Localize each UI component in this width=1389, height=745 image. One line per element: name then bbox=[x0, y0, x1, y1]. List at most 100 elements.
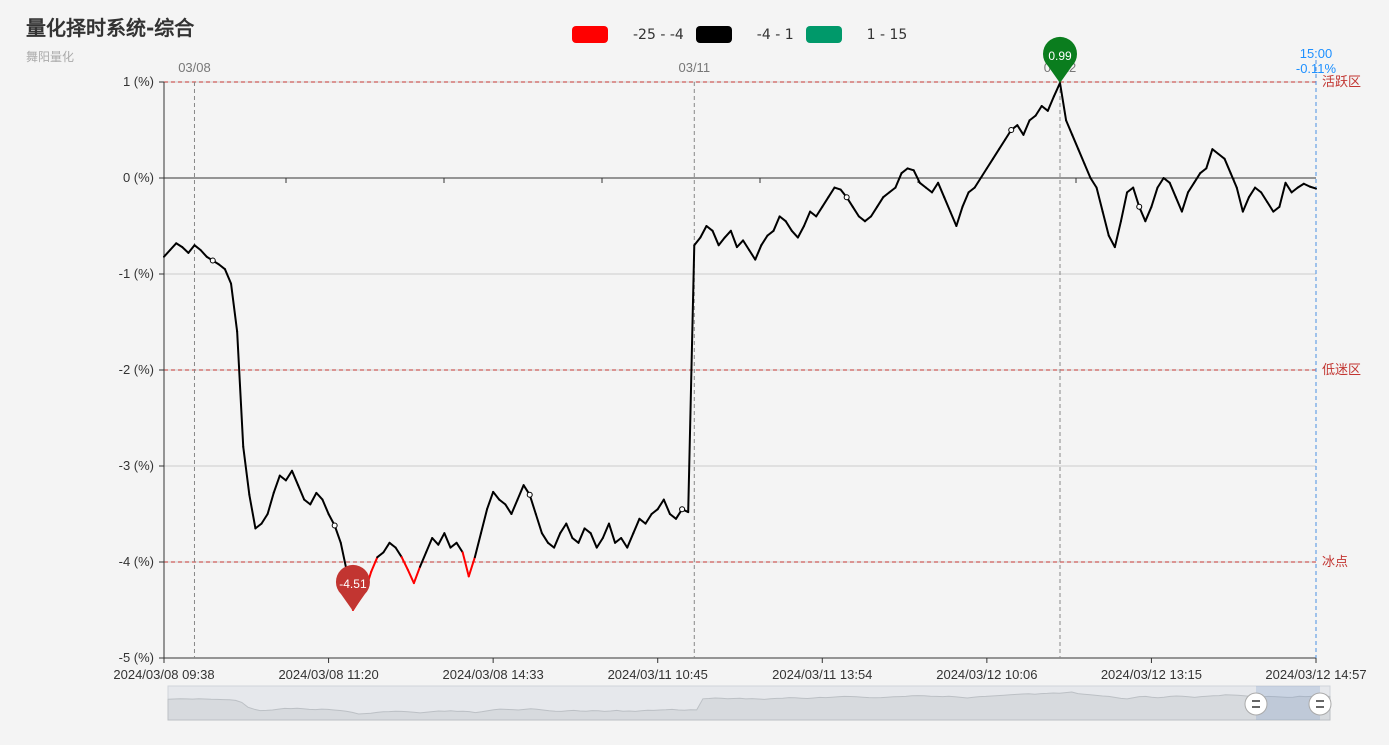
band-label: 冰点 bbox=[1322, 554, 1348, 569]
series-segment bbox=[169, 242, 178, 251]
series-segment bbox=[1095, 186, 1104, 213]
series-segment bbox=[193, 244, 202, 251]
series-segment bbox=[1168, 181, 1177, 199]
data-point bbox=[209, 257, 216, 264]
series-segment bbox=[998, 138, 1007, 151]
series-segment bbox=[1156, 177, 1165, 189]
x-tick-label: 2024/03/08 11:20 bbox=[278, 667, 378, 682]
series-segment bbox=[1089, 177, 1098, 189]
series-segment bbox=[644, 513, 653, 525]
series-segment bbox=[687, 244, 696, 514]
data-point bbox=[1136, 203, 1143, 210]
series-segment bbox=[236, 330, 245, 448]
series-segment bbox=[419, 551, 428, 568]
series-segment bbox=[1132, 186, 1141, 208]
band-label: 活跃区 bbox=[1322, 74, 1361, 89]
series-segment bbox=[620, 537, 629, 549]
series-segment bbox=[278, 474, 287, 482]
series-segment bbox=[400, 556, 409, 571]
series-segment bbox=[1052, 81, 1061, 98]
x-tick-label: 2024/03/12 10:06 bbox=[936, 667, 1037, 682]
zoom-handle-icon[interactable] bbox=[1308, 692, 1332, 716]
series-segment bbox=[321, 498, 330, 515]
series-segment bbox=[1083, 162, 1092, 179]
series-segment bbox=[559, 522, 568, 535]
series-segment bbox=[796, 225, 805, 239]
series-segment bbox=[540, 532, 549, 544]
min-marker: -4.51 bbox=[335, 564, 370, 611]
series-segment bbox=[504, 503, 513, 515]
series-segment bbox=[803, 210, 812, 227]
y-tick-label: -4 (%) bbox=[119, 554, 154, 569]
series-segment bbox=[1077, 148, 1086, 165]
series-segment bbox=[607, 522, 617, 544]
series-segment bbox=[315, 491, 324, 501]
series-segment bbox=[382, 541, 391, 554]
series-segment bbox=[291, 469, 300, 487]
series-segment bbox=[1284, 181, 1293, 194]
series-segment bbox=[577, 527, 586, 544]
series-segment bbox=[668, 513, 677, 520]
series-segment bbox=[486, 490, 495, 511]
series-segment bbox=[955, 205, 964, 227]
series-segment bbox=[1046, 95, 1055, 112]
series-segment bbox=[333, 524, 342, 544]
series-segment bbox=[815, 205, 824, 218]
x-tick-label: 2024/03/08 09:38 bbox=[113, 667, 214, 682]
series-segment bbox=[388, 541, 397, 549]
zoom-handle-icon[interactable] bbox=[1244, 692, 1268, 716]
series-segment bbox=[443, 532, 452, 549]
series-segment bbox=[711, 229, 720, 247]
series-segment bbox=[717, 236, 726, 247]
series-segment bbox=[163, 249, 172, 258]
series-segment bbox=[449, 541, 458, 549]
series-segment bbox=[894, 172, 903, 189]
series-segment bbox=[1266, 201, 1275, 213]
chart-title: 量化择时系统-综合 bbox=[26, 16, 195, 40]
series-segment bbox=[1211, 148, 1220, 155]
series-segment bbox=[772, 215, 781, 232]
x-tick-label: 2024/03/12 14:57 bbox=[1265, 667, 1366, 682]
series-segment bbox=[1028, 114, 1037, 122]
legend-swatch-low bbox=[572, 26, 608, 43]
series-segment bbox=[1016, 124, 1025, 136]
series-segment bbox=[1065, 119, 1074, 136]
series-segment bbox=[1059, 81, 1068, 122]
series-segment bbox=[412, 565, 421, 585]
legend-label-mid: -4 - 1 bbox=[756, 26, 794, 43]
series-segment bbox=[1040, 105, 1049, 112]
series-segment bbox=[760, 234, 769, 247]
series-segment bbox=[650, 508, 659, 515]
series-segment bbox=[1302, 182, 1311, 188]
series-segment bbox=[809, 210, 818, 218]
series-segment bbox=[199, 249, 208, 258]
series-segment bbox=[1229, 172, 1238, 189]
series-segment bbox=[254, 522, 263, 530]
series-segment bbox=[1034, 105, 1043, 117]
data-point bbox=[843, 194, 850, 201]
zoom-slider-preview bbox=[167, 691, 1331, 721]
legend-item-low[interactable]: -25 - -4 bbox=[572, 26, 684, 43]
legend-item-high[interactable]: 1 - 15 bbox=[805, 26, 907, 43]
series-segment bbox=[961, 191, 970, 208]
series-segment bbox=[1290, 186, 1299, 194]
series-segment bbox=[1241, 196, 1250, 213]
series-segment bbox=[467, 556, 476, 578]
series-segment bbox=[766, 229, 775, 237]
series-segment bbox=[735, 239, 745, 249]
series-segment bbox=[1247, 186, 1257, 199]
y-tick-label: -1 (%) bbox=[119, 266, 154, 281]
series-segment bbox=[510, 498, 519, 515]
series-segment bbox=[729, 229, 738, 249]
series-segment bbox=[1254, 186, 1263, 194]
y-tick-label: 1 (%) bbox=[123, 74, 154, 89]
series-segment bbox=[1113, 220, 1122, 249]
series-segment bbox=[1272, 205, 1281, 213]
series-segment bbox=[284, 469, 293, 482]
legend-item-mid[interactable]: -4 - 1 bbox=[695, 26, 794, 43]
series-segment bbox=[821, 196, 830, 208]
series-segment bbox=[638, 517, 647, 525]
series-segment bbox=[571, 537, 580, 544]
max-marker-label: 0.99 bbox=[1048, 49, 1072, 63]
series-segment bbox=[1235, 186, 1244, 213]
